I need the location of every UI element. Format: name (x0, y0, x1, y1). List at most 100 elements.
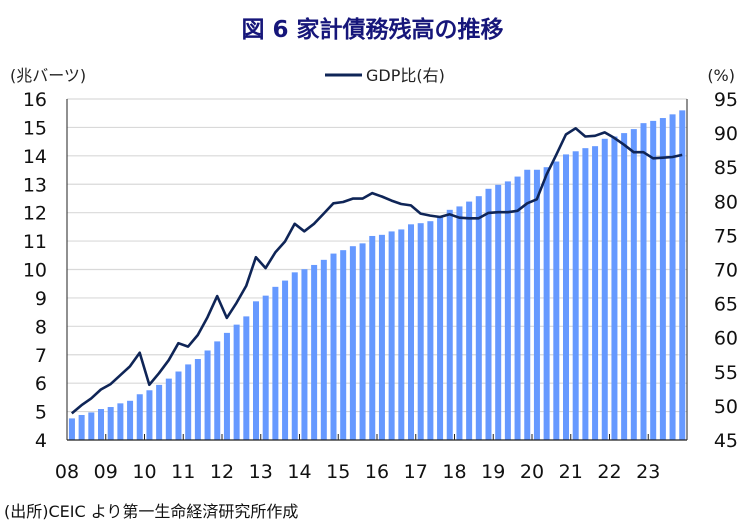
bar (78, 414, 85, 440)
bar (553, 161, 560, 440)
axes: 4567891011121314151645505560657075808590… (23, 89, 738, 483)
left-tick-label: 4 (35, 430, 47, 452)
left-tick-label: 15 (23, 117, 47, 139)
left-tick-label: 9 (35, 288, 47, 310)
x-tick-label: 13 (249, 461, 273, 483)
bar (349, 246, 356, 440)
x-tick-label: 09 (94, 461, 118, 483)
bar (233, 324, 240, 440)
right-tick-label: 60 (714, 328, 738, 350)
bar (253, 301, 260, 440)
bar (88, 412, 95, 440)
left-tick-label: 11 (23, 231, 47, 253)
bar (214, 341, 221, 440)
bar (223, 332, 230, 440)
source-note: (出所)CEIC より第一生命経済研究所作成 (4, 502, 299, 521)
bar (669, 114, 676, 440)
bar (601, 138, 608, 441)
bar (378, 234, 385, 440)
left-tick-label: 5 (35, 402, 47, 424)
bar (194, 359, 201, 440)
bar (504, 181, 511, 441)
bar (282, 280, 289, 440)
left-tick-label: 12 (23, 203, 47, 225)
gdp-ratio-line (70, 127, 683, 415)
right-tick-label: 95 (714, 89, 738, 111)
bar (311, 264, 318, 440)
bar (117, 403, 124, 440)
bar (146, 390, 153, 440)
left-tick-label: 14 (23, 146, 47, 168)
left-tick-label: 8 (35, 316, 47, 338)
bar (427, 221, 434, 440)
left-tick-label: 10 (23, 260, 47, 282)
bar (136, 394, 143, 440)
right-tick-label: 90 (714, 123, 738, 145)
bar (98, 409, 105, 440)
bar (330, 253, 337, 440)
bar (679, 110, 686, 440)
x-tick-label: 10 (132, 461, 156, 483)
bar (514, 176, 521, 440)
bar (127, 400, 134, 440)
x-tick-label: 12 (210, 461, 234, 483)
x-tick-label: 17 (404, 461, 428, 483)
x-tick-label: 23 (636, 461, 660, 483)
bar (68, 418, 75, 440)
x-tick-label: 14 (287, 461, 311, 483)
bar (533, 169, 540, 440)
bar (408, 224, 415, 440)
bar (621, 133, 628, 440)
bar (640, 123, 647, 440)
bar (572, 151, 579, 440)
bar (485, 188, 492, 440)
right-tick-label: 80 (714, 191, 738, 213)
right-tick-label: 70 (714, 260, 738, 282)
bar (156, 384, 163, 440)
bar (262, 295, 269, 440)
right-tick-label: 75 (714, 225, 738, 247)
bar (466, 201, 473, 440)
bar (301, 269, 308, 440)
bar (446, 209, 453, 440)
bar (543, 167, 550, 440)
bar (592, 146, 599, 440)
chart-title: 図 6 家計債務残高の推移 (241, 17, 504, 43)
bar (563, 154, 570, 440)
bar (359, 243, 366, 440)
bar (291, 272, 298, 440)
x-tick-label: 16 (365, 461, 389, 483)
bar (659, 118, 666, 440)
right-tick-label: 85 (714, 157, 738, 179)
bar (369, 235, 376, 440)
bar (340, 250, 347, 440)
x-tick-label: 08 (55, 461, 79, 483)
x-tick-label: 21 (559, 461, 583, 483)
bar (320, 259, 327, 440)
right-tick-label: 45 (714, 430, 738, 452)
x-tick-label: 15 (326, 461, 350, 483)
bar (388, 231, 395, 440)
bar (437, 216, 444, 440)
bar (456, 206, 463, 440)
bar (495, 184, 502, 440)
left-tick-label: 13 (23, 174, 47, 196)
right-axis-label: (%) (707, 66, 735, 85)
bar (524, 169, 531, 440)
bar (475, 196, 482, 440)
bar (107, 407, 114, 440)
bar (165, 378, 172, 440)
bar (185, 364, 192, 440)
left-tick-label: 16 (23, 89, 47, 111)
bar (417, 223, 424, 440)
bar (630, 129, 637, 440)
line-series (70, 127, 683, 415)
bar (650, 120, 657, 441)
x-tick-label: 19 (481, 461, 505, 483)
x-tick-label: 22 (597, 461, 621, 483)
bar (243, 316, 250, 440)
right-tick-label: 55 (714, 362, 738, 384)
bar (204, 350, 211, 440)
